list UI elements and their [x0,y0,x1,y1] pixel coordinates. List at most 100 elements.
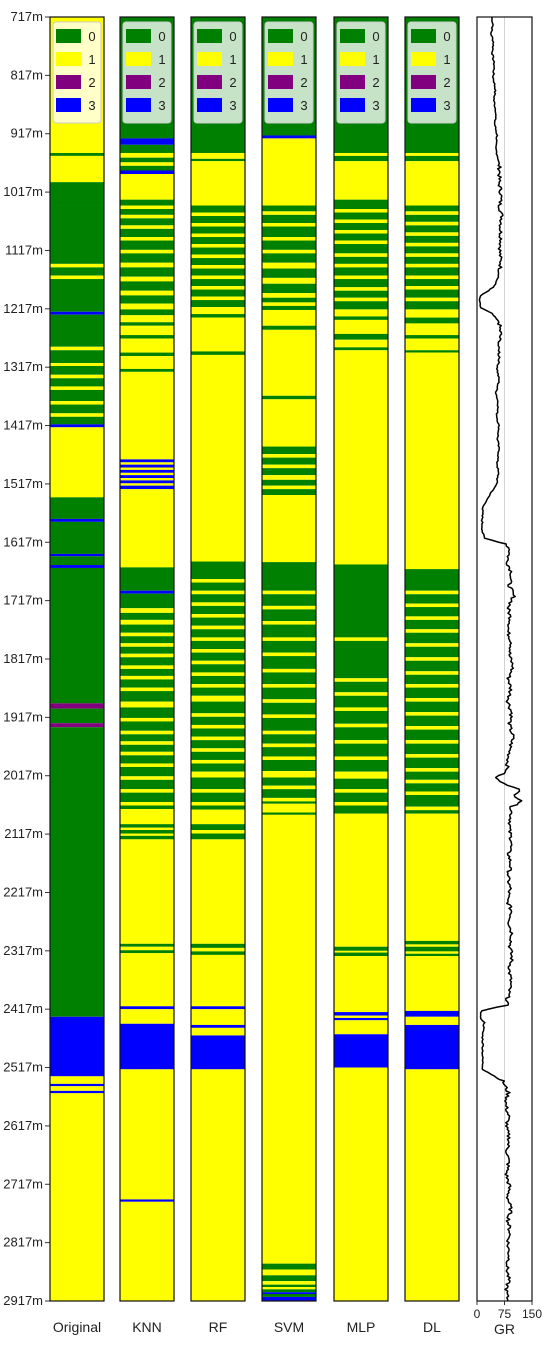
facies-interval-0 [405,335,459,339]
facies-interval-0 [191,617,245,626]
facies-interval-1 [120,371,174,460]
facies-interval-0 [120,835,174,840]
facies-interval-1 [120,801,174,806]
facies-interval-0 [334,279,388,288]
facies-interval-0 [405,205,459,212]
y-tick-label: 2317m [3,943,43,958]
facies-interval-1 [191,233,245,238]
facies-interval-0 [50,497,104,519]
facies-interval-3 [120,485,174,490]
facies-interval-1 [120,827,174,831]
facies-interval-1 [262,262,316,269]
facies-interval-1 [262,1281,316,1285]
facies-interval-1 [50,1076,104,1084]
gr-curve [478,16,523,1302]
facies-interval-0 [405,594,459,604]
facies-interval-0 [405,619,459,630]
facies-interval-1 [262,309,316,326]
facies-interval-1 [120,1009,174,1024]
facies-interval-1 [405,712,459,716]
facies-interval-0 [120,368,174,372]
facies-interval-0 [262,1284,316,1287]
panel-frame [119,16,175,1302]
legend: 0 1 2 3 [336,21,386,124]
facies-interval-1 [120,675,174,680]
facies-interval-1 [191,614,245,618]
facies-interval-1 [120,653,174,658]
facies-interval-1 [334,209,388,213]
legend-swatch-1 [126,52,151,66]
facies-interval-1 [191,801,245,806]
facies-interval-0 [50,267,104,276]
facies-interval-0 [405,155,459,162]
facies-interval-0 [405,301,459,310]
panel-frame [49,16,105,1302]
panel-frame [404,16,460,1302]
facies-interval-1 [262,485,316,490]
facies-interval-0 [120,805,174,809]
facies-interval-1 [120,643,174,647]
facies-interval-3 [50,1083,104,1087]
y-tick-label: 2917m [3,1293,43,1308]
facies-interval-0 [334,347,388,351]
facies-interval-0 [120,199,174,206]
facies-interval-0 [120,830,174,834]
facies-interval-1 [120,214,174,219]
legend-box [193,21,243,124]
legend-swatch-2 [126,75,151,89]
facies-interval-1 [262,211,316,215]
facies-interval-0 [262,789,316,798]
facies-interval-0 [262,205,316,212]
facies-interval-1 [262,138,316,206]
x-label-svm: SVM [274,1319,304,1335]
facies-interval-3 [334,1034,388,1068]
facies-interval-0 [191,289,245,297]
facies-interval-1 [262,771,316,778]
facies-interval-0 [120,707,174,718]
facies-interval-0 [191,594,245,603]
facies-interval-0 [405,715,459,727]
facies-interval-0 [191,629,245,638]
facies-interval-0 [50,389,104,402]
facies-interval-1 [191,625,245,630]
facies-interval-1 [120,776,174,780]
facies-interval-1 [405,671,459,675]
facies-interval-1 [262,1269,316,1276]
facies-interval-1 [334,253,388,257]
facies-interval-0 [50,279,104,312]
legend-label-0: 0 [229,29,236,44]
facies-interval-1 [405,779,459,784]
facies-interval-0 [120,309,174,316]
facies-interval-1 [334,152,388,156]
legend-swatch-0 [197,29,222,43]
facies-interval-0 [405,783,459,792]
legend-swatch-1 [411,52,436,66]
facies-interval-1 [262,277,316,284]
facies-interval-0 [405,632,459,644]
facies-interval-1 [191,695,245,702]
facies-interval-0 [405,289,459,298]
facies-interval-1 [191,602,245,606]
facies-interval-0 [405,279,459,287]
facies-interval-1 [334,161,388,200]
facies-interval-0 [334,759,388,772]
facies-interval-0 [50,567,104,704]
facies-interval-0 [334,695,388,708]
facies-interval-3 [262,1296,316,1301]
facies-interval-0 [191,824,245,831]
facies-interval-1 [405,211,459,215]
facies-interval-0 [120,157,174,163]
facies-interval-0 [191,582,245,591]
facies-interval-3 [120,469,174,473]
facies-interval-3 [262,135,316,139]
facies-interval-3 [120,459,174,463]
facies-interval-1 [50,413,104,417]
gr-panel: 0 75 150 GR [474,16,542,1337]
gr-x-tick-label: 150 [522,1307,542,1321]
facies-interval-0 [405,794,459,807]
facies-interval-3 [120,1199,174,1202]
facies-interval-1 [262,605,316,610]
legend-label-2: 2 [300,75,307,90]
facies-interval-1 [120,162,174,166]
facies-interval-3 [120,1006,174,1010]
